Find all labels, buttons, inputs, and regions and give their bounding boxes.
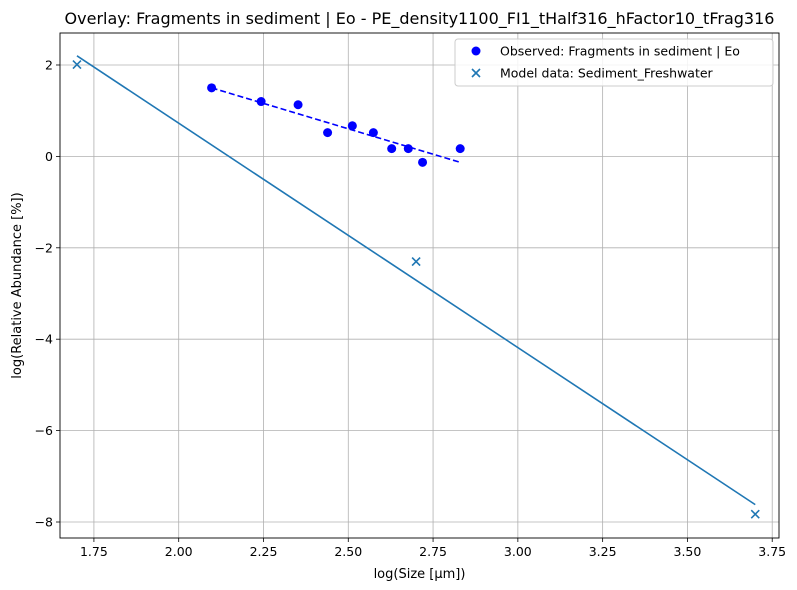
legend-label-model: Model data: Sediment_Freshwater bbox=[500, 66, 714, 81]
model-fit-line bbox=[76, 55, 756, 506]
plot-data bbox=[72, 55, 760, 519]
legend-x-marker bbox=[471, 68, 481, 78]
y-tick-label: −2 bbox=[35, 240, 53, 255]
legend-label-observed: Observed: Fragments in sediment | Eo bbox=[500, 44, 740, 59]
observed-point bbox=[368, 128, 378, 138]
observed-point bbox=[293, 100, 303, 110]
observed-point bbox=[455, 144, 465, 154]
legend-marker-model bbox=[471, 68, 481, 78]
x-tick-label: 2.25 bbox=[250, 544, 278, 559]
y-tick-label: −4 bbox=[35, 332, 53, 347]
x-tick-label: 3.75 bbox=[758, 544, 786, 559]
grid bbox=[60, 33, 779, 538]
y-tick-label: 0 bbox=[45, 149, 53, 164]
y-tick-label: −6 bbox=[35, 423, 53, 438]
x-marker-stroke bbox=[750, 509, 760, 519]
x-tick-label: 2.00 bbox=[165, 544, 193, 559]
model-point bbox=[72, 59, 82, 70]
y-tick-label: 2 bbox=[45, 57, 53, 72]
x-tick-label: 3.00 bbox=[504, 544, 532, 559]
model-point bbox=[750, 509, 760, 519]
ticks: 1.75 2.00 2.25 2.50 2.75 3.00 3.25 3.50 3.75 2 0 −2… bbox=[35, 57, 787, 559]
x-marker-stroke bbox=[471, 68, 481, 78]
observed-point bbox=[418, 157, 428, 167]
legend-marker-observed bbox=[471, 46, 481, 56]
x-marker-stroke bbox=[72, 59, 82, 70]
observed-point bbox=[347, 121, 357, 131]
model-point bbox=[411, 256, 421, 267]
observed-point bbox=[323, 128, 333, 138]
observed-point bbox=[207, 83, 217, 93]
observed-fit-line bbox=[211, 87, 461, 164]
x-tick-label: 3.50 bbox=[674, 544, 702, 559]
legend: Observed: Fragments in sediment | Eo Mod… bbox=[454, 38, 774, 87]
plot-frame bbox=[59, 32, 780, 539]
x-tick-label: 3.25 bbox=[589, 544, 617, 559]
x-tick-label: 2.75 bbox=[419, 544, 447, 559]
observed-point bbox=[256, 97, 266, 107]
x-tick-label: 1.75 bbox=[80, 544, 108, 559]
observed-point bbox=[387, 144, 397, 154]
y-axis-label: log(Relative Abundance [%]) bbox=[10, 192, 25, 378]
y-tick-label: −8 bbox=[35, 515, 53, 530]
chart-title: Overlay: Fragments in sediment | Eo - PE… bbox=[65, 9, 775, 29]
x-marker-stroke bbox=[411, 256, 421, 267]
x-axis-label: log(Size [μm]) bbox=[374, 567, 466, 582]
legend-box bbox=[454, 38, 774, 87]
observed-point bbox=[403, 144, 413, 154]
x-tick-label: 2.50 bbox=[334, 544, 362, 559]
